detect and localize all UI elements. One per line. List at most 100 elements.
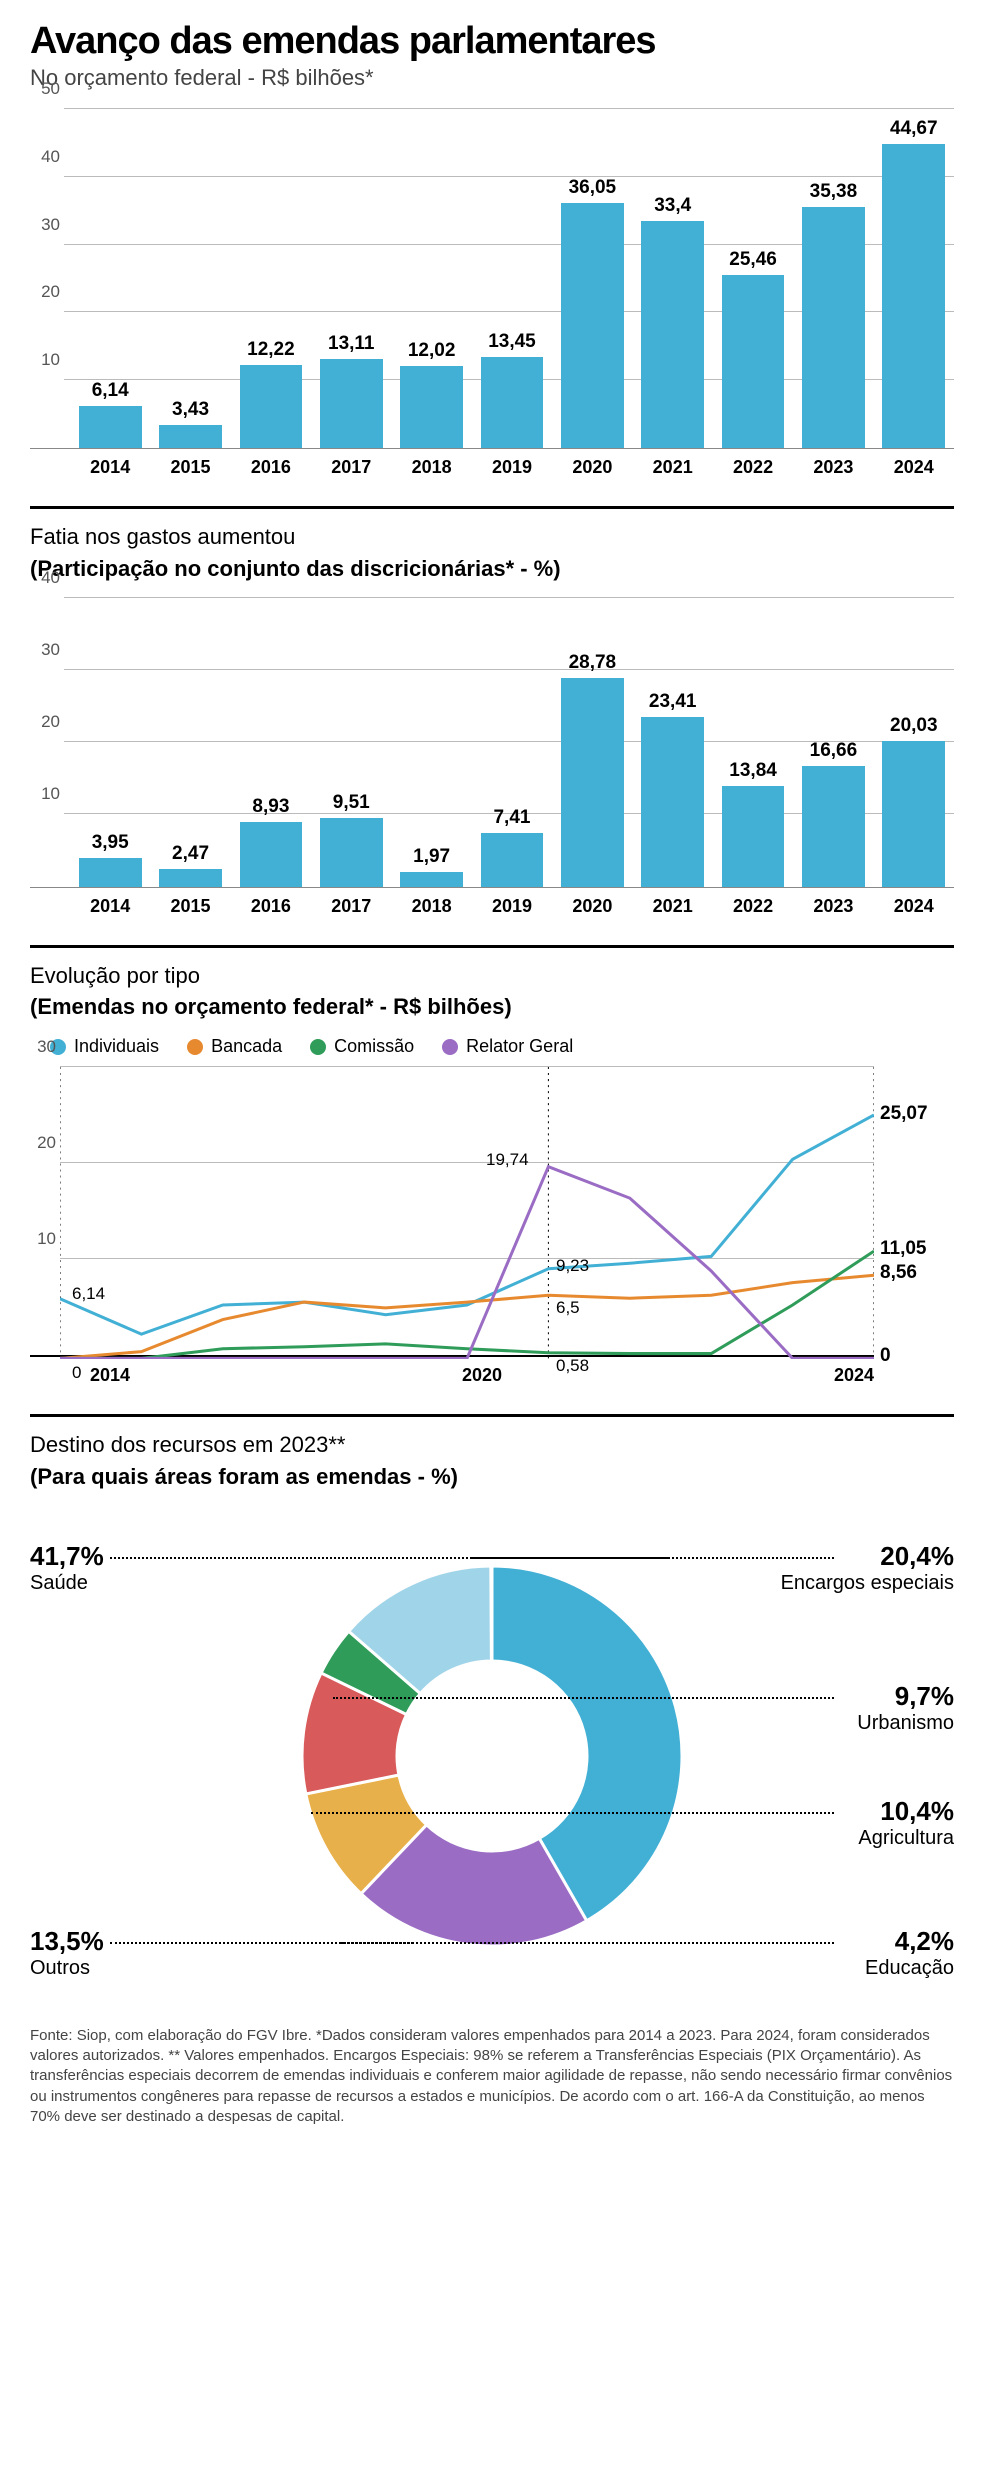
- bar-value-label: 2,47: [172, 843, 209, 865]
- x-tick: 2015: [150, 896, 230, 917]
- x-tick: 2017: [311, 457, 391, 478]
- bar-value-label: 3,95: [92, 832, 129, 854]
- y-tick: 30: [30, 1037, 56, 1057]
- legend: Individuais Bancada Comissão Relator Geral: [50, 1036, 954, 1057]
- leader-line: [110, 1942, 413, 1944]
- bar-value-label: 35,38: [810, 181, 858, 203]
- footnote: Fonte: Siop, com elaboração do FGV Ibre.…: [30, 2026, 954, 2127]
- donut-label: 13,5%Outros: [30, 1926, 104, 1980]
- x-tick: 2024: [834, 1365, 874, 1386]
- y-tick: 40: [30, 147, 60, 167]
- bar: [802, 207, 865, 448]
- section-evolucao: Evolução por tipo (Emendas no orçamento …: [30, 945, 954, 1387]
- bar: [561, 678, 624, 887]
- donut-pct: 10,4%: [858, 1796, 954, 1827]
- y-tick: 50: [30, 79, 60, 99]
- bar-value-label: 6,14: [92, 380, 129, 402]
- leader-line: [311, 1812, 834, 1814]
- x-tick: 2014: [70, 896, 150, 917]
- y-tick: 30: [30, 640, 60, 660]
- legend-dot-icon: [442, 1039, 458, 1055]
- donut-name: Saúde: [30, 1572, 104, 1595]
- y-tick: 20: [30, 1133, 56, 1153]
- donut-name: Encargos especiais: [781, 1572, 954, 1595]
- chart-emendas-total: 10203040506,143,4312,2213,1112,0213,4536…: [30, 109, 954, 478]
- leader-line: [472, 1557, 834, 1559]
- point-label: 19,74: [486, 1150, 529, 1170]
- x-tick: 2020: [552, 457, 632, 478]
- bar-value-label: 20,03: [890, 715, 938, 737]
- main-title: Avanço das emendas parlamentares: [30, 20, 954, 63]
- legend-label: Individuais: [74, 1036, 159, 1057]
- legend-label: Comissão: [334, 1036, 414, 1057]
- bar-value-label: 28,78: [569, 652, 617, 674]
- bar: [240, 365, 303, 448]
- x-tick: 2021: [633, 457, 713, 478]
- point-label: 0: [72, 1363, 81, 1383]
- chart2-title-2: (Participação no conjunto das discricion…: [30, 556, 954, 582]
- x-tick: 2023: [793, 896, 873, 917]
- x-tick: 2024: [874, 457, 954, 478]
- bar-value-label: 13,84: [729, 760, 777, 782]
- y-tick: 10: [30, 784, 60, 804]
- end-label: 25,07: [880, 1103, 928, 1125]
- bar: [802, 766, 865, 887]
- bar: [481, 833, 544, 887]
- donut-pct: 9,7%: [857, 1681, 954, 1712]
- donut-name: Agricultura: [858, 1827, 954, 1850]
- chart4-title-2: (Para quais áreas foram as emendas - %): [30, 1464, 954, 1490]
- point-label: 0,58: [556, 1356, 589, 1376]
- section-destino: Destino dos recursos em 2023** (Para qua…: [30, 1414, 954, 2006]
- leader-line: [341, 1942, 834, 1944]
- bar-value-label: 25,46: [729, 249, 777, 271]
- x-tick: 2019: [472, 896, 552, 917]
- x-tick: 2014: [60, 1365, 130, 1386]
- x-tick: 2015: [150, 457, 230, 478]
- bar-value-label: 23,41: [649, 691, 697, 713]
- x-tick: 2024: [874, 896, 954, 917]
- y-tick: 10: [30, 1229, 56, 1249]
- chart-fatia-gastos: 102030403,952,478,939,511,977,4128,7823,…: [30, 598, 954, 917]
- x-tick: 2022: [713, 457, 793, 478]
- bar: [722, 275, 785, 448]
- bar: [320, 359, 383, 448]
- donut-label: 10,4%Agricultura: [858, 1796, 954, 1850]
- y-tick: 20: [30, 712, 60, 732]
- bar: [400, 872, 463, 886]
- x-tick: 2022: [713, 896, 793, 917]
- x-tick: 2019: [472, 457, 552, 478]
- subtitle: No orçamento federal - R$ bilhões*: [30, 65, 954, 91]
- legend-item: Bancada: [187, 1036, 282, 1057]
- x-tick: 2020: [552, 896, 632, 917]
- bar-value-label: 12,02: [408, 340, 456, 362]
- donut-pct: 13,5%: [30, 1926, 104, 1957]
- x-tick: 2018: [391, 457, 471, 478]
- bar-value-label: 1,97: [413, 846, 450, 868]
- bar-value-label: 16,66: [810, 740, 858, 762]
- donut-label: 41,7%Saúde: [30, 1541, 104, 1595]
- bar: [481, 357, 544, 448]
- bar: [320, 818, 383, 887]
- x-tick: 2014: [70, 457, 150, 478]
- bar-value-label: 44,67: [890, 118, 938, 140]
- point-label: 6,5: [556, 1298, 580, 1318]
- x-tick: 2016: [231, 457, 311, 478]
- bar: [561, 203, 624, 448]
- donut-name: Educação: [865, 1957, 954, 1980]
- bar-value-label: 7,41: [493, 807, 530, 829]
- bar-value-label: 9,51: [333, 792, 370, 814]
- legend-item: Comissão: [310, 1036, 414, 1057]
- bar-value-label: 13,11: [328, 333, 375, 355]
- legend-label: Relator Geral: [466, 1036, 573, 1057]
- bar: [159, 869, 222, 887]
- bar-value-label: 8,93: [252, 796, 289, 818]
- bar: [159, 425, 222, 448]
- donut-label: 4,2%Educação: [865, 1926, 954, 1980]
- chart-evolucao-tipo: 1020306,14019,749,236,50,5825,0711,058,5…: [30, 1067, 954, 1386]
- end-label: 8,56: [880, 1262, 917, 1284]
- y-tick: 30: [30, 215, 60, 235]
- bar: [400, 366, 463, 448]
- y-tick: 10: [30, 350, 60, 370]
- legend-item: Relator Geral: [442, 1036, 573, 1057]
- point-label: 6,14: [72, 1284, 105, 1304]
